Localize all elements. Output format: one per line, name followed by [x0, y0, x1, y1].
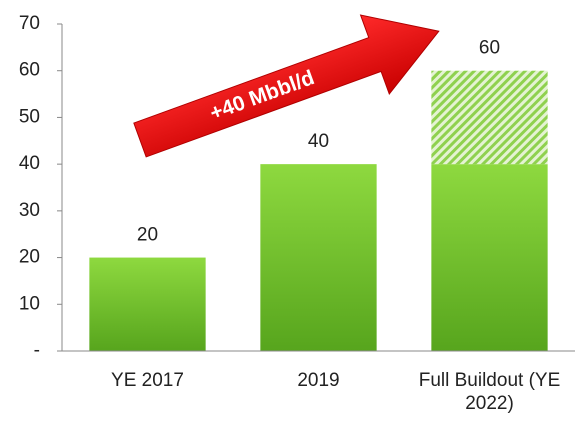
y-tick-label: 30 — [19, 200, 40, 221]
data-label: 40 — [308, 131, 329, 152]
y-tick-label: 10 — [19, 293, 40, 314]
data-label: 20 — [137, 225, 158, 246]
bar-segment — [431, 70, 548, 165]
y-tick-label: - — [34, 340, 40, 361]
y-tick-label: 60 — [19, 60, 40, 81]
annotation-arrow: +40 Mbbl/d — [133, 14, 440, 158]
x-tick-label: YE 2017 — [111, 370, 184, 391]
bar-segment — [260, 164, 377, 351]
bar-segment — [89, 257, 206, 351]
x-tick-label: Full Buildout (YE 2022) — [418, 370, 561, 414]
y-tick-label: 20 — [19, 247, 40, 268]
y-tick-label: 70 — [19, 13, 40, 34]
y-tick-label: 50 — [19, 106, 40, 127]
x-tick-label: 2019 — [297, 370, 340, 391]
y-tick-label: 40 — [19, 153, 40, 174]
data-label: 60 — [479, 38, 500, 59]
bar-segment — [431, 164, 548, 351]
